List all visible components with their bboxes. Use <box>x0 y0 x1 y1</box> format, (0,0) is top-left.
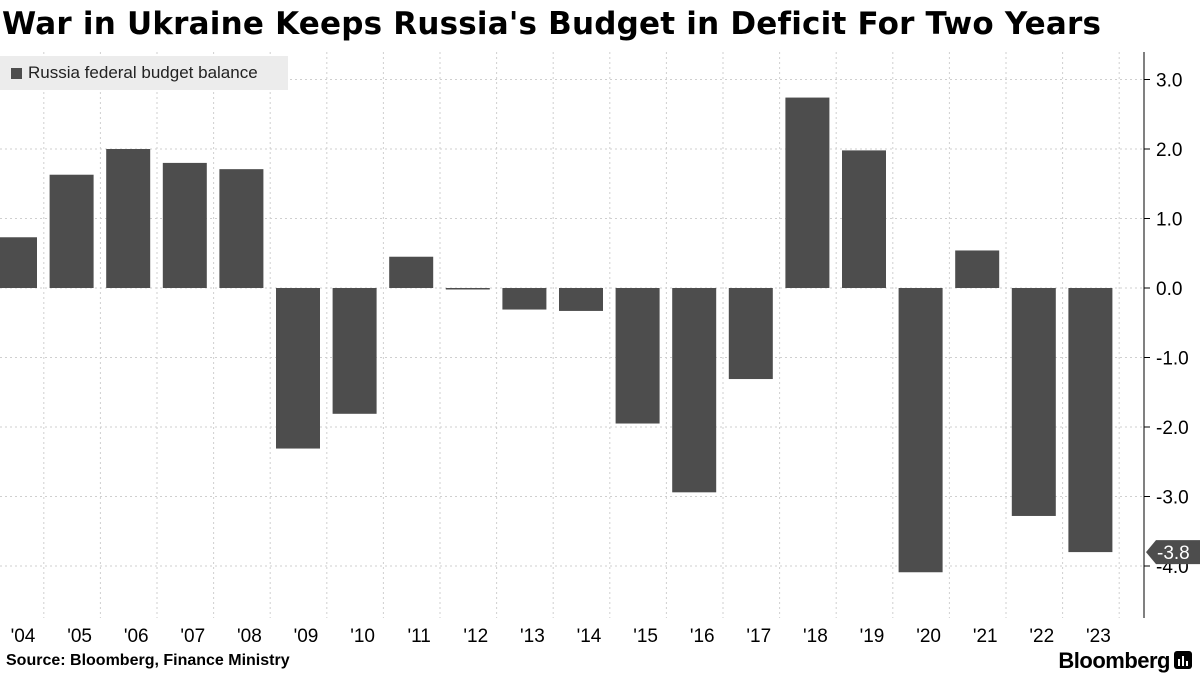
x-tick-label: '08 <box>237 626 262 647</box>
bar <box>162 162 207 288</box>
bar <box>219 169 264 288</box>
x-tick-label: '15 <box>633 626 658 647</box>
x-tick-label: '19 <box>860 626 885 647</box>
last-value-callout: -3.8 <box>1146 540 1200 565</box>
gridlines <box>0 52 1144 618</box>
bar <box>389 256 434 288</box>
x-tick-label: '23 <box>1086 626 1111 647</box>
bar <box>672 288 717 493</box>
x-tick-label: '09 <box>294 626 319 647</box>
chart-title: War in Ukraine Keeps Russia's Budget in … <box>2 6 1102 42</box>
x-tick-label: '07 <box>180 626 205 647</box>
x-tick-label: '11 <box>408 626 431 647</box>
x-tick-label: '16 <box>690 626 715 647</box>
bar <box>502 288 547 310</box>
x-tick-label: '04 <box>11 626 36 647</box>
y-tick-label: 2.0 <box>1156 140 1182 161</box>
bar <box>0 237 37 288</box>
x-tick-label: '05 <box>67 626 92 647</box>
x-axis-labels: '04 '05 '06 '07 '08 '09 '10 '11 '12 '13 '14 '15 '16 '… <box>11 626 1111 647</box>
bar <box>106 149 151 288</box>
bar <box>728 288 773 380</box>
bar <box>615 288 660 424</box>
x-tick-label: '18 <box>803 626 828 647</box>
last-value-label: -3.8 <box>1157 543 1190 564</box>
y-tick-label: -2.0 <box>1156 418 1189 439</box>
last-value-marker <box>1146 540 1200 565</box>
source-note: Source: Bloomberg, Finance Ministry <box>6 652 290 669</box>
bar <box>49 174 94 288</box>
y-tick-label: 1.0 <box>1156 210 1182 231</box>
bar <box>898 288 943 573</box>
bar <box>785 97 830 288</box>
x-tick-label: '20 <box>916 626 941 647</box>
y-axis: 3.02.01.00.0-1.0-2.0-3.0-4.0 <box>1143 52 1189 618</box>
bar <box>842 150 886 288</box>
x-tick-label: '13 <box>520 626 545 647</box>
x-tick-label: '17 <box>746 626 771 647</box>
legend: Russia federal budget balance <box>0 56 288 90</box>
x-tick-label: '22 <box>1029 626 1054 647</box>
bars <box>0 97 1113 573</box>
bar <box>332 288 377 414</box>
legend-label: Russia federal budget balance <box>28 63 258 82</box>
y-tick-label: -3.0 <box>1156 488 1189 509</box>
y-tick-label: 3.0 <box>1156 71 1182 92</box>
bar <box>559 288 603 311</box>
x-tick-label: '14 <box>577 626 602 647</box>
bar <box>1068 288 1113 553</box>
legend-swatch <box>11 67 22 79</box>
y-tick-label: 0.0 <box>1156 279 1182 300</box>
bloomberg-logo: Bloomberg <box>1058 648 1170 673</box>
x-tick-label: '12 <box>463 626 488 647</box>
y-tick-label: -1.0 <box>1156 349 1189 370</box>
bar <box>955 250 1000 288</box>
x-tick-label: '21 <box>973 626 998 647</box>
x-tick-label: '06 <box>124 626 149 647</box>
bar <box>445 288 490 290</box>
bar <box>276 288 320 449</box>
x-tick-label: '10 <box>350 626 375 647</box>
bloomberg-terminal-icon <box>1174 651 1192 669</box>
bar <box>1011 288 1056 516</box>
